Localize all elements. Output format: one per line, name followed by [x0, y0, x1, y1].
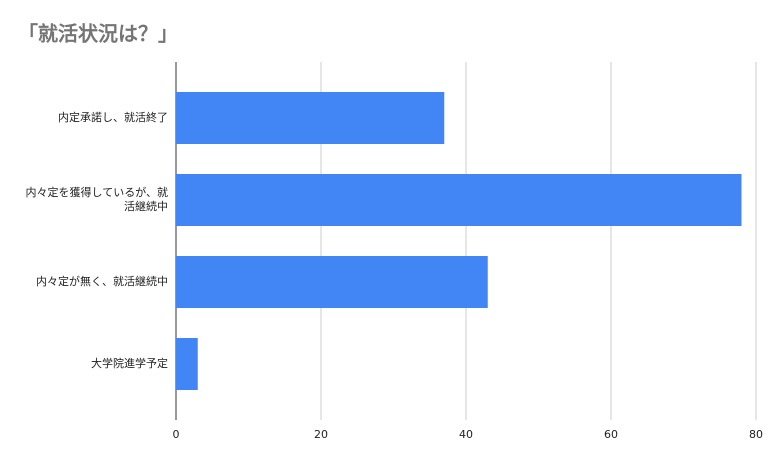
x-tick-label: 40	[459, 428, 473, 441]
y-tick-label: 大学院進学予定	[91, 357, 168, 370]
bar	[176, 92, 445, 144]
y-tick-label: 内定承諾し、就活終了	[58, 111, 168, 124]
x-tick-label: 80	[749, 428, 763, 441]
bar	[176, 174, 742, 226]
y-tick-label: 内々定を獲得しているが、就活継続中	[25, 186, 168, 213]
x-tick-label: 60	[604, 428, 618, 441]
y-tick-label: 内々定が無く、就活継続中	[36, 275, 168, 288]
x-tick-label: 20	[314, 428, 328, 441]
bar	[176, 338, 198, 390]
chart-title: 「就活状況は？」	[18, 22, 178, 46]
bar	[176, 256, 488, 308]
x-tick-label: 0	[173, 428, 180, 441]
